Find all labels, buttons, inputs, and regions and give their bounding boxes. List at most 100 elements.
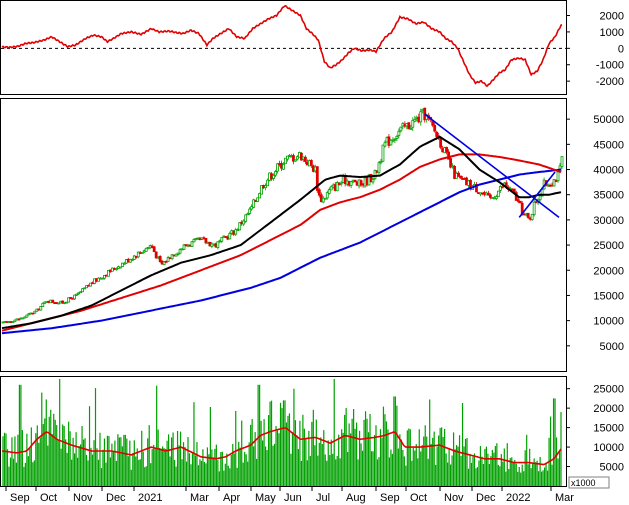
- x-tick-label: Sep: [10, 492, 30, 504]
- volume-moving-average: [1, 427, 562, 466]
- x-tick-label: Sep: [380, 492, 400, 504]
- candle-body: [79, 291, 82, 294]
- volume-bar: [239, 447, 241, 486]
- x-tick-label: Apr: [223, 492, 240, 504]
- volume-bar: [185, 461, 188, 486]
- candle-body: [540, 189, 544, 197]
- volume-bar: [511, 457, 513, 486]
- volume-bar: [458, 435, 461, 486]
- volume-bar: [539, 456, 541, 486]
- volume-bar: [47, 445, 49, 486]
- volume-bar: [448, 448, 450, 486]
- volume-bar: [103, 438, 106, 486]
- oscillator-line: [1, 4, 563, 87]
- volume-bar: [388, 457, 391, 486]
- volume-bar: [549, 416, 552, 486]
- volume-bar: [262, 440, 264, 486]
- x-tick-label: Nov: [444, 492, 464, 504]
- volume-bar: [481, 456, 483, 486]
- volume-bar: [391, 453, 394, 486]
- volume-bar: [36, 425, 38, 486]
- volume-bar: [411, 460, 413, 486]
- candle-body: [526, 212, 530, 218]
- volume-bar: [414, 450, 416, 486]
- volume-bar: [226, 453, 228, 486]
- volume-bar: [133, 440, 135, 486]
- candle-body: [453, 166, 456, 179]
- volume-bar: [229, 468, 231, 486]
- candle-body: [496, 190, 500, 198]
- price-y-tick-label: 50000: [593, 114, 624, 126]
- volume-bar: [157, 429, 159, 486]
- volume-bar: [151, 449, 153, 486]
- volume-bar: [449, 464, 452, 486]
- volume-bar: [290, 453, 292, 486]
- volume-bar: [558, 450, 561, 486]
- volume-bar: [126, 438, 128, 486]
- candle-body: [21, 317, 25, 320]
- volume-bar: [8, 466, 10, 486]
- candle-body: [276, 163, 279, 172]
- volume-bar: [97, 459, 100, 486]
- candle-body: [556, 171, 560, 182]
- price-panel-frame: [0, 98, 567, 372]
- volume-bar: [384, 414, 386, 486]
- candle-body: [176, 252, 180, 255]
- volume-bar: [452, 432, 455, 486]
- candle-body: [101, 277, 104, 280]
- volume-bar: [69, 431, 71, 486]
- volume-bar: [123, 434, 125, 486]
- volume-bar: [341, 429, 343, 486]
- volume-bar: [479, 446, 482, 486]
- candle-body: [41, 302, 45, 307]
- volume-bar: [512, 461, 514, 486]
- price-y-tick-label: 30000: [593, 215, 624, 227]
- volume-bar: [441, 427, 443, 486]
- candle-body: [292, 155, 295, 162]
- candle-body: [369, 174, 373, 182]
- volume-bar: [342, 432, 344, 486]
- volume-bar: [433, 431, 435, 486]
- volume-bar: [93, 440, 95, 486]
- volume-bar: [333, 378, 335, 486]
- volume-bar: [518, 466, 520, 486]
- volume-bar: [369, 413, 371, 486]
- volume-bar: [162, 446, 164, 486]
- candle-body: [89, 282, 92, 287]
- volume-bar: [20, 384, 22, 486]
- candle-body: [321, 197, 325, 203]
- volume-bar: [533, 458, 535, 486]
- volume-bar: [41, 392, 43, 486]
- volume-bar: [275, 426, 277, 486]
- volume-bar: [366, 418, 368, 486]
- volume-bar: [400, 439, 402, 486]
- volume-bar: [447, 462, 449, 486]
- volume-bar: [272, 445, 274, 486]
- volume-bar: [435, 464, 437, 486]
- volume-bar: [455, 445, 458, 486]
- volume-bar: [172, 432, 174, 486]
- volume-bar: [121, 446, 123, 486]
- volume-bar: [406, 430, 408, 486]
- volume-bar: [360, 443, 362, 486]
- volume-bar: [303, 428, 305, 486]
- candle-body: [475, 184, 478, 193]
- volume-bar: [71, 459, 73, 486]
- candle-body: [264, 185, 267, 189]
- volume-unit-label: x1000: [571, 478, 596, 488]
- candle-body: [256, 197, 260, 202]
- volume-bar: [200, 460, 203, 486]
- candle-body: [118, 266, 122, 269]
- volume-bar: [202, 449, 204, 486]
- volume-bar: [142, 451, 144, 486]
- volume-bar: [375, 425, 377, 486]
- volume-bar: [356, 422, 358, 486]
- candle-body: [228, 233, 232, 240]
- volume-bar: [457, 446, 459, 486]
- x-tick-label: Oct: [410, 492, 427, 504]
- volume-bar: [181, 459, 183, 486]
- volume-bar: [345, 407, 347, 486]
- volume-bar: [206, 447, 208, 486]
- candle-body: [399, 126, 403, 132]
- volume-bar: [482, 464, 485, 486]
